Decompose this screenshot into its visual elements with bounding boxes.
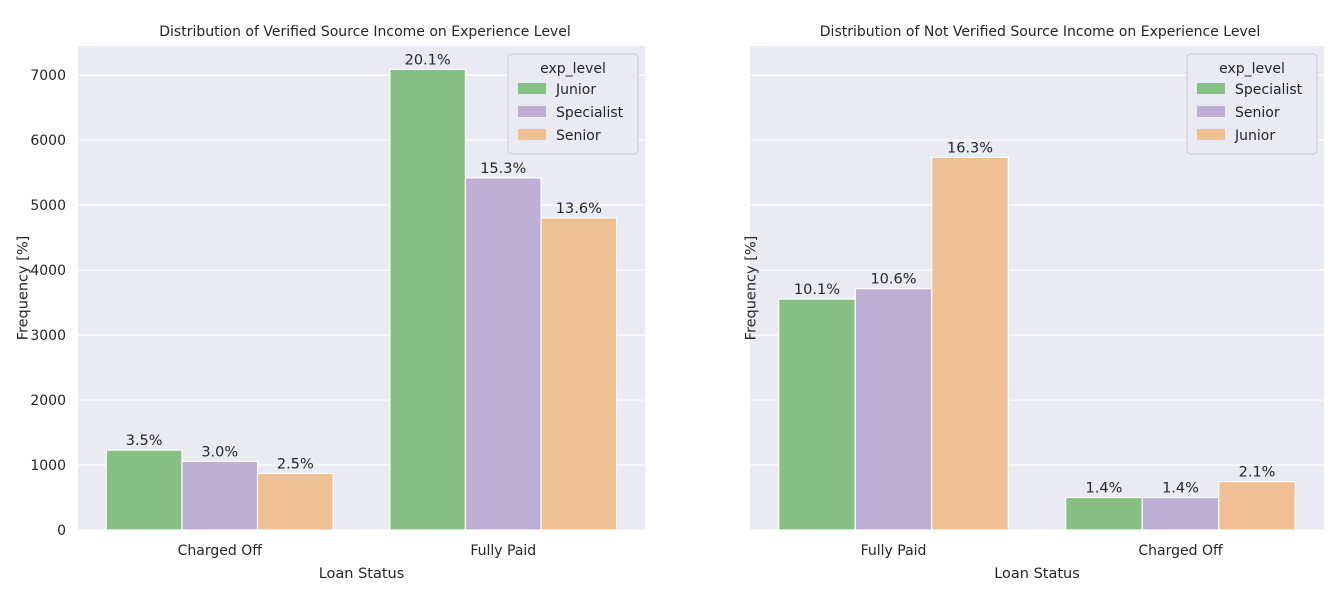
bar [389, 68, 467, 531]
y-axis-label: Frequency [%] [16, 236, 32, 341]
bar [1141, 496, 1220, 531]
legend-label: Junior [1234, 128, 1275, 144]
bar-value-labels: 10.1% 10.6% 16.3% 1.4% 1.4% 2.1% [794, 140, 1276, 496]
x-axis-label: Loan Status [994, 566, 1080, 582]
y-tick-label: 0 [57, 523, 66, 539]
y-tick-label: 7000 [30, 68, 66, 84]
bar-value-label: 15.3% [480, 161, 526, 177]
bar-value-label: 10.6% [870, 272, 916, 288]
legend-swatch [1197, 83, 1225, 94]
bar-value-label: 2.1% [1239, 465, 1276, 481]
bar-value-label: 3.0% [201, 444, 238, 460]
x-tick-labels: Charged Off Fully Paid [178, 543, 537, 559]
legend-items: Junior Specialist Senior [518, 82, 624, 144]
x-tick-labels: Fully Paid Charged Off [861, 543, 1223, 559]
legend-swatch [518, 106, 546, 117]
bar [854, 288, 933, 531]
y-tick-label: 2000 [30, 393, 66, 409]
chart-verified-income: 3.5% 3.0% 2.5% 20.1% 15.3% 13.6% 0 1000 2000 300… [16, 24, 645, 582]
x-axis-label: Loan Status [319, 566, 405, 582]
chart-not-verified-income: 10.1% 10.6% 16.3% 1.4% 1.4% 2.1% Fully Paid Ch… [744, 24, 1324, 582]
legend-label: Senior [1235, 105, 1280, 121]
legend: exp_level Junior Specialist Senior [507, 53, 639, 155]
bar-value-labels: 3.5% 3.0% 2.5% 20.1% 15.3% 13.6% [126, 52, 602, 472]
y-tick-label: 4000 [30, 263, 66, 279]
bar [1065, 496, 1143, 531]
legend-title: exp_level [1219, 61, 1285, 77]
legend-swatch [518, 129, 546, 140]
y-tick-label: 3000 [30, 328, 66, 344]
legend-label: Junior [555, 82, 596, 98]
chart-title: Distribution of Verified Source Income o… [159, 24, 570, 40]
y-axis-label: Frequency [%] [744, 236, 760, 341]
y-tick-label: 6000 [30, 133, 66, 149]
bar-value-label: 10.1% [794, 282, 840, 298]
bar [931, 156, 1009, 531]
bars [778, 156, 1296, 531]
y-tick-label: 1000 [30, 458, 66, 474]
bar [464, 177, 542, 531]
bar-value-label: 1.4% [1086, 481, 1123, 497]
legend-swatch [1197, 129, 1225, 140]
x-tick-label: Charged Off [1138, 543, 1223, 559]
legend-title: exp_level [540, 61, 606, 77]
y-tick-labels: 0 1000 2000 3000 4000 5000 6000 7000 [30, 68, 66, 539]
chart-title: Distribution of Not Verified Source Inco… [820, 24, 1260, 40]
bar [256, 472, 334, 531]
bar [105, 449, 183, 531]
legend-swatch [1197, 106, 1225, 117]
bar-value-label: 2.5% [277, 456, 314, 472]
bar [778, 298, 856, 531]
bar-value-label: 3.5% [126, 433, 163, 449]
bar [181, 460, 259, 531]
legend-label: Specialist [1235, 82, 1303, 98]
bar [1218, 481, 1296, 531]
x-tick-label: Charged Off [178, 543, 263, 559]
bar-value-label: 16.3% [947, 140, 993, 156]
x-tick-label: Fully Paid [470, 543, 536, 559]
y-tick-label: 5000 [30, 198, 66, 214]
x-tick-label: Fully Paid [861, 543, 927, 559]
legend-swatch [518, 83, 546, 94]
bars [105, 68, 618, 531]
bar [540, 217, 618, 531]
bar-value-label: 1.4% [1162, 481, 1199, 497]
bar-value-label: 20.1% [405, 52, 451, 68]
legend-items: Specialist Senior Junior [1197, 82, 1303, 144]
legend-label: Specialist [556, 105, 624, 121]
legend-label: Senior [556, 128, 601, 144]
bar-value-label: 13.6% [556, 201, 602, 217]
legend: exp_level Specialist Senior Junior [1186, 53, 1318, 155]
